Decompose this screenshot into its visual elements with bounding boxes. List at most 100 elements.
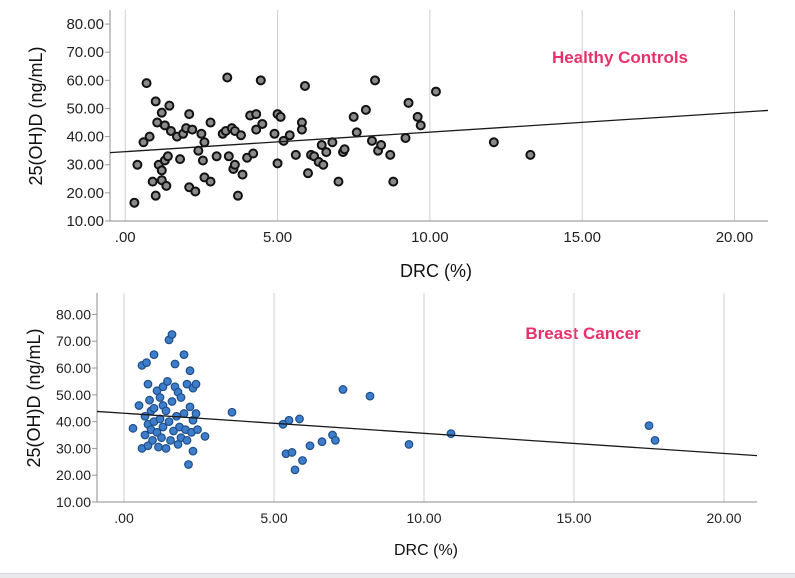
healthy-controls-data-point: [296, 124, 307, 135]
healthy-controls-data-point: [187, 124, 198, 135]
healthy-controls-data-point: [141, 78, 152, 89]
breast-cancer-x-tick-label: 10.00: [406, 510, 441, 526]
healthy-controls-data-point: [205, 117, 216, 128]
breast-cancer-data-point: [305, 441, 315, 451]
breast-cancer-data-point: [179, 350, 189, 360]
healthy-controls-chart: Healthy Controls 25(OH)D (ng/mL) DRC (%)…: [26, 10, 769, 281]
breast-cancer-y-tick-label: 80.00: [56, 306, 91, 322]
healthy-controls-data-point: [275, 111, 286, 122]
healthy-controls-data-point: [229, 159, 240, 170]
healthy-controls-data-point: [303, 168, 314, 179]
healthy-controls-y-tick-label: 80.00: [66, 16, 104, 33]
breast-cancer-data-point: [176, 393, 186, 402]
healthy-controls-data-point: [272, 158, 283, 169]
healthy-controls-data-point: [370, 75, 381, 86]
breast-cancer-data-point: [331, 435, 340, 445]
breast-cancer-data-point: [149, 350, 159, 360]
breast-cancer-data-point: [179, 409, 189, 418]
breast-cancer-data-point: [290, 465, 300, 475]
breast-cancer-data-point: [163, 377, 172, 386]
healthy-controls-data-point: [232, 190, 243, 201]
healthy-controls-y-axis-label: 25(OH)D (ng/mL): [26, 46, 46, 185]
healthy-controls-data-point: [412, 111, 423, 122]
breast-cancer-data-point: [170, 359, 180, 369]
healthy-controls-data-point: [360, 104, 371, 115]
breast-cancer-y-tick-label: 50.00: [56, 387, 91, 403]
breast-cancer-data-point: [227, 407, 237, 417]
healthy-controls-data-point: [144, 131, 155, 142]
healthy-controls-y-tick-label: 10.00: [66, 213, 104, 230]
breast-cancer-data-point: [128, 423, 138, 433]
healthy-controls-data-point: [129, 197, 140, 208]
breast-cancer-data-point: [295, 414, 304, 424]
healthy-controls-data-point: [415, 120, 426, 131]
breast-cancer-data-point: [161, 444, 171, 453]
breast-cancer-data-point: [158, 422, 168, 432]
healthy-controls-data-point: [223, 151, 234, 162]
healthy-controls-data-point: [403, 97, 414, 108]
breast-cancer-data-point: [161, 406, 171, 416]
breast-cancer-data-point: [298, 456, 307, 465]
healthy-controls-data-point: [156, 165, 167, 176]
healthy-controls-x-axis-label: DRC (%): [400, 261, 472, 281]
healthy-controls-data-point: [156, 107, 167, 118]
healthy-controls-data-point: [430, 86, 441, 97]
breast-cancer-data-point: [284, 415, 294, 425]
healthy-controls-data-point: [196, 128, 207, 139]
healthy-controls-data-point: [184, 109, 195, 120]
healthy-controls-data-point: [525, 149, 536, 160]
healthy-controls-data-point: [162, 151, 173, 162]
breast-cancer-data-point: [338, 385, 348, 394]
breast-cancer-x-tick-label: 15.00: [556, 510, 591, 526]
healthy-controls-data-point: [175, 154, 186, 165]
breast-cancer-x-tick-label: 5.00: [260, 510, 287, 526]
breast-cancer-data-point: [134, 401, 144, 410]
healthy-controls-data-point: [251, 109, 262, 120]
healthy-controls-data-point: [385, 149, 396, 160]
healthy-controls-data-point: [222, 72, 233, 83]
healthy-controls-data-point: [248, 148, 259, 159]
healthy-controls-data-point: [199, 137, 210, 148]
breast-cancer-data-point: [154, 442, 163, 452]
breast-cancer-data-point: [184, 460, 193, 469]
breast-cancer-title: Breast Cancer: [525, 324, 641, 343]
breast-cancer-y-tick-label: 20.00: [56, 467, 91, 483]
breast-cancer-data-point: [191, 379, 201, 389]
breast-cancer-data-point: [167, 397, 177, 406]
breast-cancer-data-point: [287, 448, 297, 457]
breast-cancer-data-point: [404, 439, 414, 449]
breast-cancer-data-point: [157, 433, 166, 443]
healthy-controls-data-point: [388, 176, 399, 187]
breast-cancer-data-point: [167, 330, 177, 339]
healthy-controls-title: Healthy Controls: [552, 48, 688, 67]
healthy-controls-data-point: [299, 80, 310, 91]
breast-cancer-data-point: [188, 446, 198, 456]
healthy-controls-x-tick-label: 15.00: [563, 229, 601, 246]
breast-cancer-x-tick-label: .00: [114, 510, 134, 526]
healthy-controls-y-tick-label: 70.00: [66, 44, 104, 61]
breast-cancer-data-point: [169, 426, 178, 436]
breast-cancer-y-tick-label: 70.00: [56, 333, 91, 349]
healthy-controls-data-point: [257, 118, 268, 129]
healthy-controls-y-tick-label: 30.00: [66, 157, 104, 174]
breast-cancer-data-point: [182, 379, 192, 389]
breast-cancer-data-point: [140, 430, 150, 440]
healthy-controls-data-point: [400, 133, 411, 144]
breast-cancer-y-axis-label: 25(OH)D (ng/mL): [24, 328, 44, 467]
breast-cancer-data-point: [446, 429, 456, 439]
healthy-controls-y-tick-label: 50.00: [66, 100, 104, 117]
healthy-controls-data-point: [269, 128, 280, 139]
breast-cancer-chart: Breast Cancer 25(OH)D (ng/mL) DRC (%) .0…: [24, 293, 758, 559]
healthy-controls-data-point: [284, 130, 295, 141]
healthy-controls-data-point: [290, 149, 301, 160]
healthy-controls-data-point: [376, 140, 387, 151]
breast-cancer-data-point: [164, 417, 174, 427]
healthy-controls-data-point: [197, 155, 208, 166]
breast-cancer-y-tick-label: 30.00: [56, 440, 91, 456]
breast-cancer-data-point: [166, 435, 175, 445]
healthy-controls-x-tick-label: 5.00: [263, 229, 292, 246]
breast-cancer-data-point: [149, 403, 159, 413]
healthy-controls-data-point: [165, 125, 176, 136]
healthy-controls-data-point: [161, 180, 172, 191]
